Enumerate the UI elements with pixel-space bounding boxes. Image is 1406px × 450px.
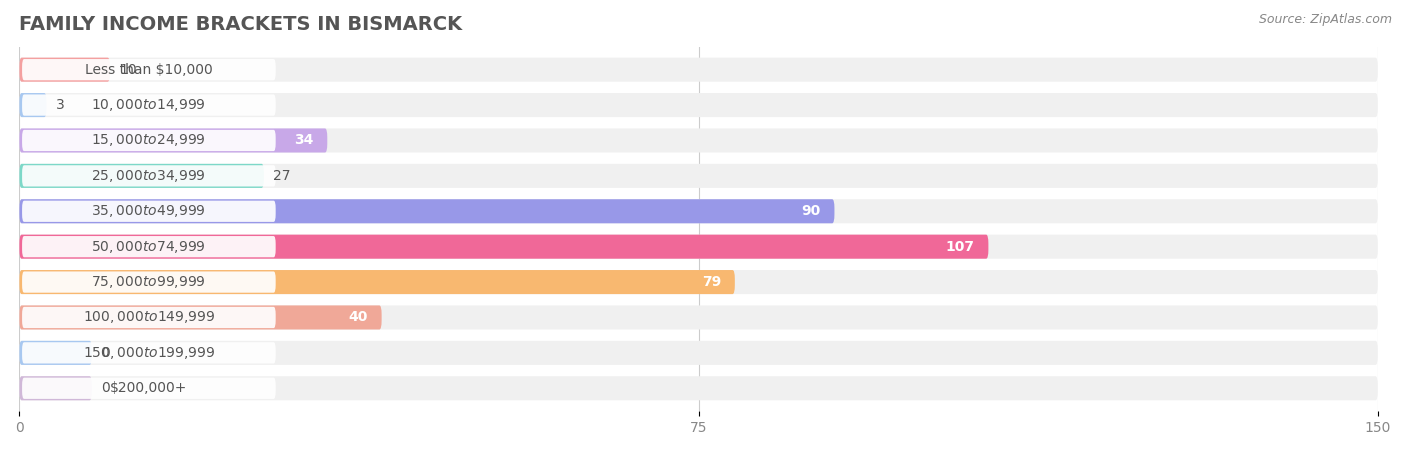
Text: $200,000+: $200,000+ <box>110 381 187 395</box>
Text: 3: 3 <box>56 98 65 112</box>
Text: 79: 79 <box>702 275 721 289</box>
FancyBboxPatch shape <box>22 342 276 364</box>
Text: 90: 90 <box>801 204 821 218</box>
FancyBboxPatch shape <box>22 130 276 151</box>
FancyBboxPatch shape <box>22 378 276 399</box>
FancyBboxPatch shape <box>22 236 276 257</box>
FancyBboxPatch shape <box>22 201 276 222</box>
FancyBboxPatch shape <box>20 164 1378 188</box>
FancyBboxPatch shape <box>22 271 276 292</box>
FancyBboxPatch shape <box>20 128 328 153</box>
FancyBboxPatch shape <box>20 93 1378 117</box>
Text: $75,000 to $99,999: $75,000 to $99,999 <box>91 274 207 290</box>
Text: $15,000 to $24,999: $15,000 to $24,999 <box>91 132 207 148</box>
Text: Source: ZipAtlas.com: Source: ZipAtlas.com <box>1258 14 1392 27</box>
FancyBboxPatch shape <box>20 306 1378 329</box>
Text: Less than $10,000: Less than $10,000 <box>84 63 212 76</box>
Text: 0: 0 <box>101 346 110 360</box>
Text: 27: 27 <box>273 169 291 183</box>
FancyBboxPatch shape <box>20 270 1378 294</box>
FancyBboxPatch shape <box>20 306 381 329</box>
FancyBboxPatch shape <box>20 376 1378 400</box>
FancyBboxPatch shape <box>20 270 735 294</box>
FancyBboxPatch shape <box>20 199 834 223</box>
FancyBboxPatch shape <box>20 128 1378 153</box>
Text: $25,000 to $34,999: $25,000 to $34,999 <box>91 168 207 184</box>
Text: 0: 0 <box>101 381 110 395</box>
FancyBboxPatch shape <box>20 234 988 259</box>
FancyBboxPatch shape <box>20 58 1378 82</box>
FancyBboxPatch shape <box>20 234 1378 259</box>
FancyBboxPatch shape <box>20 341 91 365</box>
Text: $50,000 to $74,999: $50,000 to $74,999 <box>91 238 207 255</box>
FancyBboxPatch shape <box>20 376 91 400</box>
Text: 10: 10 <box>120 63 136 76</box>
FancyBboxPatch shape <box>20 341 1378 365</box>
Text: 34: 34 <box>294 134 314 148</box>
FancyBboxPatch shape <box>22 94 276 116</box>
FancyBboxPatch shape <box>22 59 276 80</box>
Text: $100,000 to $149,999: $100,000 to $149,999 <box>83 310 215 325</box>
FancyBboxPatch shape <box>22 307 276 328</box>
FancyBboxPatch shape <box>20 164 264 188</box>
Text: FAMILY INCOME BRACKETS IN BISMARCK: FAMILY INCOME BRACKETS IN BISMARCK <box>20 15 463 34</box>
FancyBboxPatch shape <box>20 199 1378 223</box>
Text: $35,000 to $49,999: $35,000 to $49,999 <box>91 203 207 219</box>
FancyBboxPatch shape <box>20 58 110 82</box>
FancyBboxPatch shape <box>22 165 276 186</box>
FancyBboxPatch shape <box>20 93 46 117</box>
Text: 40: 40 <box>349 310 368 324</box>
Text: 107: 107 <box>946 240 974 254</box>
Text: $10,000 to $14,999: $10,000 to $14,999 <box>91 97 207 113</box>
Text: $150,000 to $199,999: $150,000 to $199,999 <box>83 345 215 361</box>
